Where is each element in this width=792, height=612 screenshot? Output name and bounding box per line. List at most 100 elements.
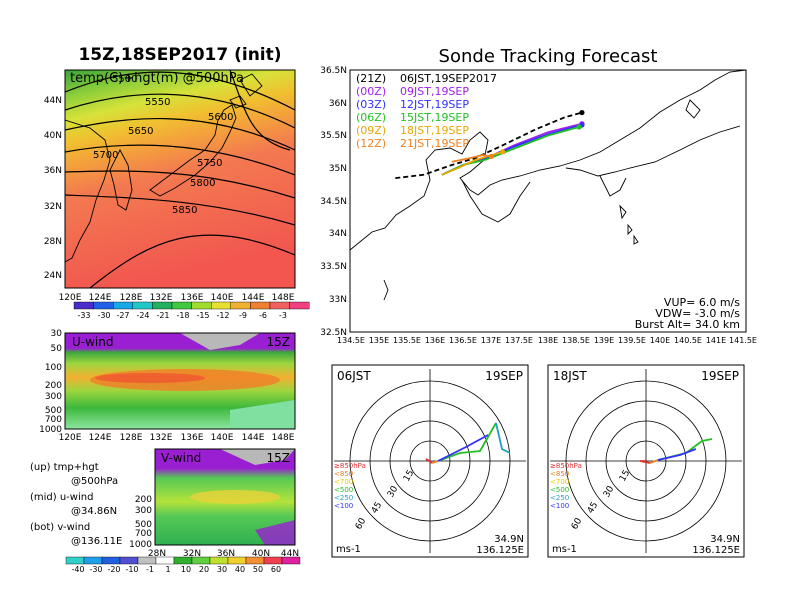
lat-tick: 34.5N [320,197,347,207]
uwind-section: U-wind 15Z 30 50 100 200 300 500 700 100… [39,329,296,443]
colorbar-cell [73,301,94,310]
vwind-label: V-wind [161,451,201,465]
lon-tick: 144E [242,433,265,443]
panel-legend: (up) tmp+hgt @500hPa (mid) u-wind @34.86… [30,462,122,547]
pressure-legend-item: ≥850hPa [334,462,366,470]
vup-value: VUP= 6.0 m/s [664,296,740,309]
map-lat-ticks: 44N 40N 36N 32N 28N 24N [44,96,62,281]
pressure-tick: 500 [135,520,152,530]
tracking-lat-ticks: 36.5N 36N 35.5N 35N 34.5N 34N 33.5N 33N … [320,66,347,338]
hodograph-segment [431,460,439,464]
tracking-map: Sonde Tracking Forecast (21Z) 06JST,19SE… [320,46,757,345]
lat-tick: 44N [44,96,62,106]
colorbar-cell [119,556,139,565]
contour-label: 5500 [112,74,137,85]
launch-code: (00Z) [356,85,386,98]
colorbar-cell [137,556,157,565]
pressure-legend-item: <250 [550,494,569,502]
vwind-section: V-wind 15Z 200 300 500 700 1000 28N 32N … [129,448,299,559]
vwind-lat-ticks: 28N 32N 36N 40N 44N [148,549,299,559]
uwind-frame [64,332,296,430]
coastline [349,69,747,301]
hodograph-segment [495,422,511,454]
pressure-tick: 30 [51,329,63,339]
lat-tick: 35.5N [320,131,347,141]
legend-bot-level: @136.11E [71,536,122,547]
colorbar-label: -15 [196,311,209,320]
station-lon: 136.125E [692,545,740,556]
pressure-legend-item: <700 [550,478,569,486]
pressure-legend-item: <250 [334,494,353,502]
legend-mid: (mid) u-wind [30,492,93,503]
colorbar-cell [191,301,212,310]
lon-tick: 132E [150,433,173,443]
temp-colorbar-labels: -33 -30 -27 -24 -21 -18 -15 -12 -9 -6 -3 [77,311,287,320]
hodograph-trace [639,438,713,464]
lon-tick: 137.5E [505,336,533,345]
pressure-tick: 1000 [129,540,152,550]
pressure-legend-item: <850 [550,470,569,478]
lat-tick: 32N [183,549,201,559]
colorbar-label: -18 [176,311,189,320]
colorbar-label: -12 [216,311,229,320]
colorbar-label: 40 [235,565,245,574]
colorbar-cell [93,301,114,310]
lon-tick: 136E [425,336,445,345]
launch-time: 18JST,19SEP [400,124,469,137]
landing-point [488,153,495,160]
pressure-tick: 500 [45,406,62,416]
colorbar-label: 30 [217,565,227,574]
colorbar-label: -40 [71,565,84,574]
colorbar-label: 10 [181,565,191,574]
contour-label: 5700 [93,150,118,161]
lon-tick: 139.5E [618,336,646,345]
colorbar-cell [289,301,310,310]
pressure-legend-item: <100 [334,502,353,510]
vwind-frame [154,448,296,546]
lon-tick: 134.5E [337,336,365,345]
contour-label: 5650 [128,126,153,137]
colorbar-label: -21 [156,311,169,320]
map-frame [64,69,296,289]
lat-tick: 44N [281,549,299,559]
ring-label: 15 [618,469,632,484]
map-lon-ticks: 120E 124E 128E 132E 136E 140E 144E 148E [59,293,295,303]
uwind-label: U-wind [72,335,113,349]
vwind-time: 15Z [267,451,291,465]
colorbar-label: -3 [279,311,287,320]
hodograph-left: 06JST 19SEP 15 30 45 60 ≥850hPa <850 <70… [331,364,529,558]
lon-tick: 124E [89,293,112,303]
lat-tick: 28N [148,549,166,559]
contour-label: 5800 [190,178,215,189]
uwind-pressure-ticks: 30 50 100 200 300 500 700 1000 [39,329,62,435]
landing-point [576,124,582,130]
temp-field [65,70,295,288]
lat-tick: 24N [44,271,62,281]
colorbar-cell [250,301,271,310]
hodograph-segment [437,434,489,462]
launch-code: (03Z) [356,98,386,111]
lon-tick: 144E [242,293,265,303]
pressure-legend-item: <850 [334,470,353,478]
ring-label: 45 [370,501,384,516]
launch-code: (09Z) [356,124,386,137]
lon-tick: 140E [211,433,234,443]
pressure-tick: 200 [45,381,62,391]
pressure-legend-item: <500 [550,486,569,494]
lat-tick: 36N [329,99,347,109]
colorbar-cell [209,556,229,565]
right-title: Sonde Tracking Forecast [439,46,658,67]
colorbar-label: -33 [77,311,90,320]
legend-up: (up) tmp+hgt [30,462,99,473]
pressure-tick: 1000 [39,425,62,435]
legend-bot: (bot) v-wind [30,522,90,533]
colorbar-cell [263,556,283,565]
lat-tick: 40N [44,131,62,141]
launch-time: 09JST,19SEP [400,85,469,98]
lon-tick: 136E [181,433,204,443]
tracking-lon-ticks: 134.5E 135E 135.5E 136E 136.5E 137E 137.… [337,336,757,345]
lon-tick: 140E [211,293,234,303]
hodograph-trace [425,422,511,464]
colorbar-cell [83,556,103,565]
colorbar-label: -30 [97,311,110,320]
